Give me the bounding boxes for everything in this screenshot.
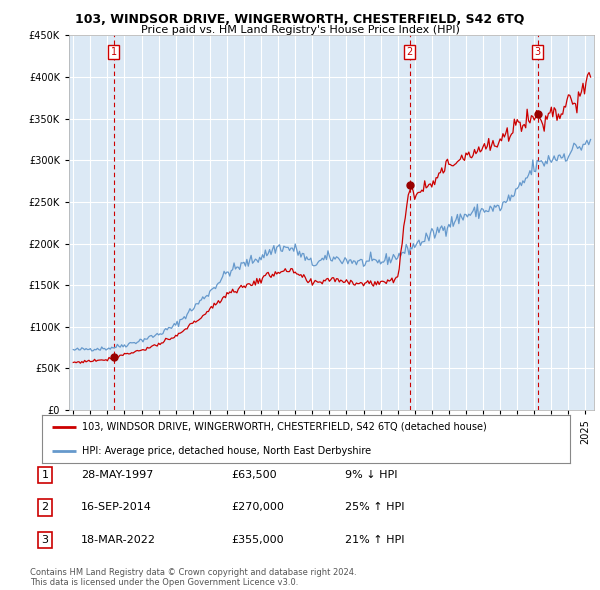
Text: 103, WINDSOR DRIVE, WINGERWORTH, CHESTERFIELD, S42 6TQ (detached house): 103, WINDSOR DRIVE, WINGERWORTH, CHESTER… <box>82 422 487 432</box>
Text: 16-SEP-2014: 16-SEP-2014 <box>81 503 152 512</box>
Text: 3: 3 <box>41 535 49 545</box>
Text: £355,000: £355,000 <box>231 535 284 545</box>
Text: 28-MAY-1997: 28-MAY-1997 <box>81 470 154 480</box>
Text: 2: 2 <box>41 503 49 512</box>
Text: 18-MAR-2022: 18-MAR-2022 <box>81 535 156 545</box>
Text: Contains HM Land Registry data © Crown copyright and database right 2024.
This d: Contains HM Land Registry data © Crown c… <box>30 568 356 587</box>
Text: 21% ↑ HPI: 21% ↑ HPI <box>345 535 404 545</box>
Text: £270,000: £270,000 <box>231 503 284 512</box>
Text: HPI: Average price, detached house, North East Derbyshire: HPI: Average price, detached house, Nort… <box>82 446 371 456</box>
Text: 3: 3 <box>535 47 541 57</box>
Text: 9% ↓ HPI: 9% ↓ HPI <box>345 470 398 480</box>
Text: 103, WINDSOR DRIVE, WINGERWORTH, CHESTERFIELD, S42 6TQ: 103, WINDSOR DRIVE, WINGERWORTH, CHESTER… <box>76 13 524 26</box>
Text: 1: 1 <box>111 47 117 57</box>
Text: £63,500: £63,500 <box>231 470 277 480</box>
Text: Price paid vs. HM Land Registry's House Price Index (HPI): Price paid vs. HM Land Registry's House … <box>140 25 460 35</box>
Text: 2: 2 <box>407 47 413 57</box>
Text: 1: 1 <box>41 470 49 480</box>
Text: 25% ↑ HPI: 25% ↑ HPI <box>345 503 404 512</box>
